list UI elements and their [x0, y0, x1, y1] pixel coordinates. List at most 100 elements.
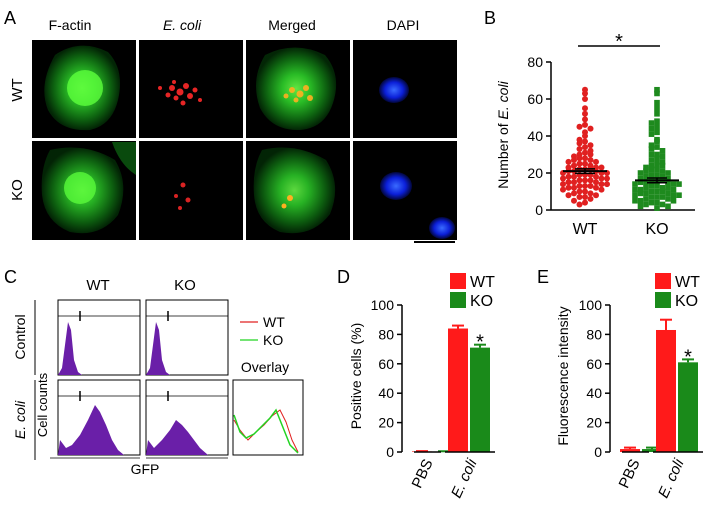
b-point-ko — [654, 205, 660, 211]
row-label-wt: WT — [9, 78, 26, 101]
b-point-ko — [654, 86, 660, 93]
b-point-wt — [576, 155, 583, 162]
d-bar-wt — [448, 328, 468, 452]
b-point-wt — [560, 186, 566, 193]
b-point-ko — [670, 181, 677, 187]
b-point-ko — [676, 181, 682, 187]
b-point-wt — [571, 190, 577, 197]
b-point-wt — [587, 195, 594, 202]
b-point-ko — [665, 170, 671, 176]
b-point-ko — [654, 183, 660, 189]
b-point-wt — [565, 192, 572, 199]
b-point-ko — [659, 159, 666, 165]
b-point-ko — [654, 172, 660, 178]
b-y-tick-label: 60 — [527, 91, 543, 107]
b-point-ko — [665, 190, 671, 197]
b-point-wt — [582, 199, 588, 206]
b-point-wt — [565, 179, 572, 186]
b-y-tick-label: 40 — [527, 128, 543, 144]
b-point-ko — [648, 151, 655, 158]
d-legend-swatch-ko — [450, 292, 466, 308]
panel-letter-d: D — [337, 267, 350, 287]
b-point-wt — [571, 162, 577, 169]
b-point-ko — [659, 194, 666, 200]
c-y-axis-label: Cell counts — [35, 372, 50, 437]
e-y-axis-label: Fluorescence intensity — [555, 306, 571, 445]
panel-a: A F-actin E. coli Merged DAPI WT KO — [4, 8, 457, 243]
b-point-ko — [659, 185, 666, 191]
e-y-tick-label: 60 — [586, 356, 602, 372]
b-point-wt — [582, 160, 588, 167]
b-point-ko — [648, 131, 655, 137]
col-label-merged: Merged — [268, 17, 315, 33]
e-significance-star: * — [684, 346, 692, 368]
image-wt-dapi — [353, 40, 457, 138]
b-point-ko — [643, 164, 649, 171]
b-point-wt — [598, 164, 605, 171]
d-y-tick-label: 100 — [371, 297, 395, 313]
b-point-wt — [582, 144, 588, 151]
b-point-ko — [659, 153, 666, 160]
e-y-tick-label: 80 — [586, 326, 602, 342]
c-legend-label-wt: WT — [263, 314, 285, 330]
b-y-tick-label: 20 — [527, 165, 543, 181]
b-point-ko — [648, 120, 655, 126]
b-point-ko — [643, 179, 649, 186]
panel-c-flow: C WT KO Control E. coli Cell counts — [4, 267, 304, 477]
image-ko-ecoli — [139, 141, 243, 240]
b-point-wt — [604, 175, 610, 182]
b-point-wt — [582, 86, 588, 93]
e-y-tick-label: 20 — [586, 415, 602, 431]
b-point-ko — [632, 181, 638, 187]
b-point-ko — [643, 168, 649, 174]
c-legend-label-ko: KO — [263, 332, 283, 348]
c-col-label-ko: KO — [174, 277, 196, 294]
b-point-wt — [576, 145, 583, 152]
b-point-wt — [587, 190, 594, 197]
b-point-wt — [593, 158, 599, 165]
b-point-wt — [565, 173, 572, 180]
b-point-ko — [637, 190, 644, 197]
b-point-ko — [648, 183, 655, 189]
b-point-wt — [576, 182, 583, 189]
b-point-wt — [571, 157, 577, 164]
b-point-ko — [654, 160, 660, 167]
histogram-control-ko — [145, 299, 229, 376]
b-point-ko — [648, 172, 655, 178]
e-y-tick-label: 40 — [586, 385, 602, 401]
b-point-ko — [659, 162, 666, 169]
e-bar-ko — [642, 449, 662, 452]
b-point-ko — [670, 197, 677, 204]
b-point-wt — [582, 110, 588, 117]
b-point-wt — [587, 182, 594, 189]
b-point-ko — [637, 179, 644, 186]
b-point-ko — [659, 148, 666, 154]
b-point-ko — [665, 203, 671, 210]
b-point-ko — [665, 185, 671, 191]
c-row-label-control: Control — [12, 314, 28, 359]
b-point-wt — [582, 177, 588, 184]
c-col-label-wt: WT — [86, 277, 109, 294]
b-point-wt — [576, 160, 583, 167]
b-point-wt — [582, 138, 588, 145]
b-point-ko — [632, 197, 638, 204]
b-point-ko — [637, 186, 644, 193]
b-point-wt — [582, 188, 588, 195]
image-wt-ecoli — [139, 40, 243, 138]
c-x-axis-label: GFP — [131, 461, 160, 477]
b-point-ko — [648, 146, 655, 152]
b-point-ko — [648, 125, 655, 132]
e-legend-swatch-ko — [655, 292, 671, 308]
b-point-wt — [593, 192, 599, 199]
b-y-axis-label: Number of E. coli — [495, 80, 511, 188]
b-point-wt — [582, 121, 588, 128]
b-point-ko — [637, 203, 644, 210]
image-ko-merged — [246, 141, 350, 240]
b-point-ko — [648, 142, 655, 149]
b-point-wt — [582, 149, 588, 156]
b-point-ko — [654, 99, 660, 106]
b-point-wt — [571, 179, 577, 186]
e-legend-label-ko: KO — [675, 293, 698, 310]
e-x-tick-pbs: PBS — [616, 457, 644, 491]
b-point-ko — [654, 144, 660, 150]
